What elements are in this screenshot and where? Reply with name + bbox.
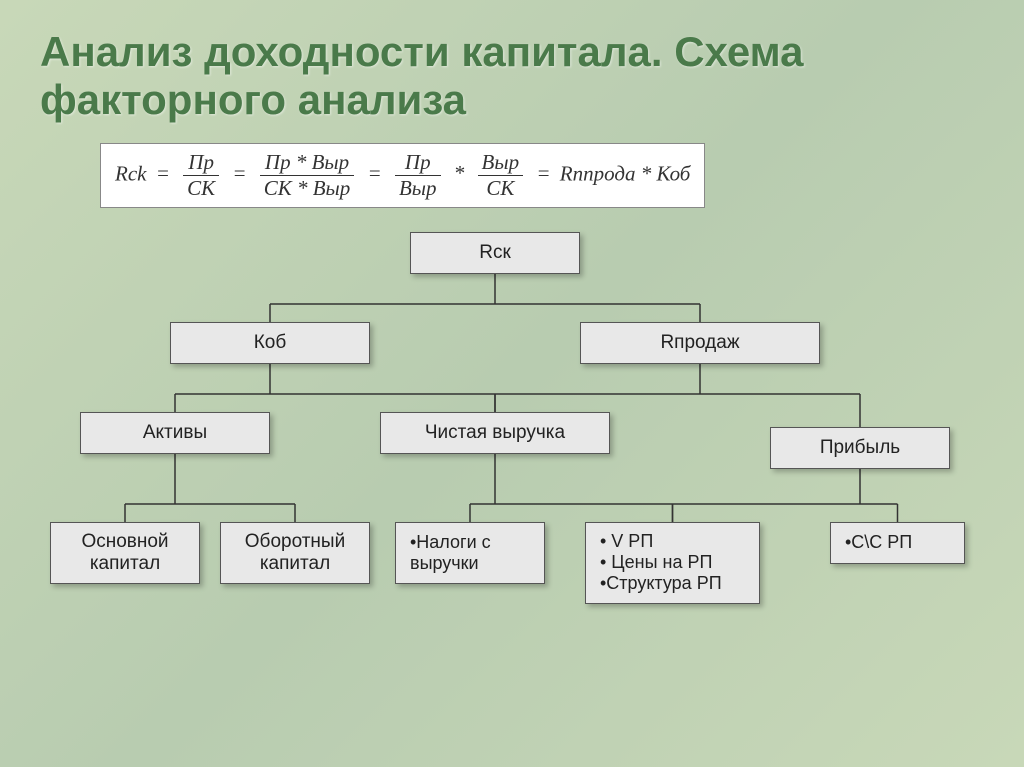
fraction-1: Пр СК — [183, 150, 219, 201]
node-profit: Прибыль — [770, 427, 950, 469]
node-taxes: •Налоги с выручки — [395, 522, 545, 584]
node-maincap: Основной капитал — [50, 522, 200, 584]
equals-sign: = — [232, 161, 246, 185]
tree-diagram: Rск Коб Rпродаж Активы Чистая выручка Прибыль… — [40, 232, 984, 712]
node-ssrp: •С\С РП — [830, 522, 965, 564]
equals-sign: = — [156, 161, 170, 185]
formula-box: Rck = Пр СК = Пр * Выр СК * Выр = Пр Выр… — [100, 143, 705, 208]
fraction-4: Выр СК — [478, 150, 524, 201]
node-rprod: Rпродаж — [580, 322, 820, 364]
node-assets: Активы — [80, 412, 270, 454]
equals-sign: = — [368, 161, 382, 185]
fraction-2: Пр * Выр СК * Выр — [260, 150, 355, 201]
node-kob: Коб — [170, 322, 370, 364]
slide-title: Анализ доходности капитала. Схема фактор… — [40, 28, 984, 125]
slide-content: Анализ доходности капитала. Схема фактор… — [0, 0, 1024, 740]
node-workcap: Оборотный капитал — [220, 522, 370, 584]
node-vrp: • V РП • Цены на РП •Структура РП — [585, 522, 760, 604]
connector-lines — [40, 232, 984, 712]
formula-lhs: Rck — [115, 161, 146, 185]
formula-rhs: Rnпрода * Коб — [560, 161, 691, 185]
times-sign: * — [454, 161, 465, 185]
fraction-3: Пр Выр — [395, 150, 441, 201]
node-root: Rск — [410, 232, 580, 274]
equals-sign: = — [536, 161, 550, 185]
node-netrev: Чистая выручка — [380, 412, 610, 454]
